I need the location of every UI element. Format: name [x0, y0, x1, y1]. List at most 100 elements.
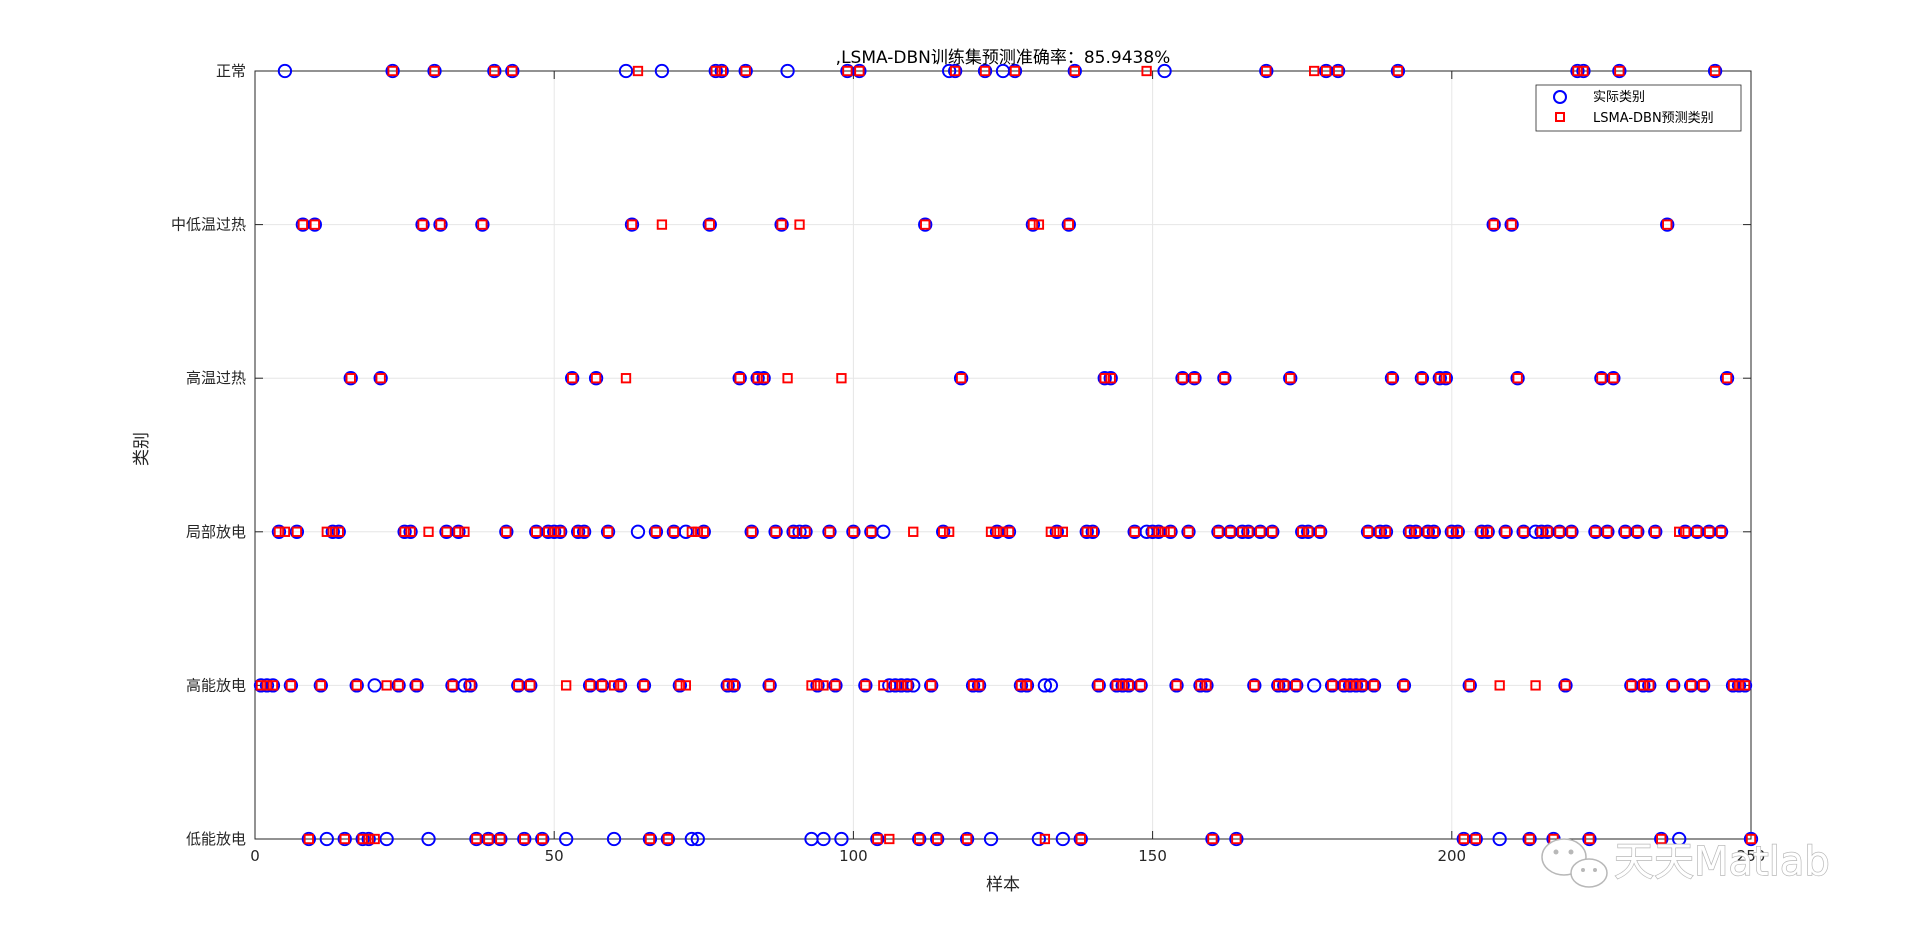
predicted-point [399, 526, 410, 537]
actual-point [1534, 524, 1549, 539]
predicted-point [1709, 65, 1721, 77]
actual-point [1390, 63, 1406, 79]
predicted-point [1644, 680, 1655, 691]
actual-point [1384, 371, 1400, 386]
actual-point [1055, 831, 1070, 847]
predicted-point [1626, 680, 1637, 691]
predicted-point [1045, 526, 1057, 537]
predicted-point [1207, 833, 1218, 845]
predicted-point [596, 680, 608, 691]
predicted-point [1572, 65, 1583, 77]
predicted-point [806, 680, 817, 691]
actual-point [1426, 524, 1441, 539]
predicted-point [1069, 65, 1080, 77]
actual-point [900, 678, 915, 693]
actual-point [822, 524, 837, 539]
predicted-point [860, 680, 871, 691]
predicted-point [1392, 65, 1404, 77]
predicted-point [632, 65, 644, 77]
predicted-point [776, 219, 787, 230]
actual-point [1522, 831, 1537, 847]
actual-point [624, 217, 640, 232]
predicted-point [1057, 526, 1068, 537]
predicted-point [770, 526, 781, 537]
actual-point [588, 371, 604, 386]
actual-point [1737, 678, 1753, 693]
predicted-point [1584, 833, 1595, 845]
actual-point [259, 678, 275, 693]
predicted-point [800, 526, 811, 537]
actual-point [702, 217, 717, 232]
predicted-point [1476, 526, 1487, 537]
predicted-point [884, 833, 895, 845]
actual-point [1187, 371, 1202, 386]
predicted-point [638, 680, 650, 691]
predicted-point [848, 526, 859, 537]
predicted-point [752, 373, 763, 384]
predicted-point [1297, 526, 1308, 537]
predicted-point [746, 526, 757, 537]
actual-point [1731, 678, 1747, 693]
actual-point [714, 63, 729, 79]
predicted-point [1440, 373, 1451, 384]
predicted-point [375, 373, 386, 384]
y-tick-label: 高温过热 [186, 369, 246, 387]
predicted-point [1213, 526, 1224, 537]
actual-point [1450, 524, 1465, 539]
predicted-point [932, 833, 943, 845]
predicted-point [662, 833, 674, 845]
actual-point [451, 524, 466, 539]
predicted-point [1422, 526, 1434, 537]
predicted-point [483, 833, 494, 845]
actual-point [654, 63, 670, 79]
predicted-point [788, 526, 799, 537]
predicted-point [1255, 526, 1266, 537]
actual-point [1695, 678, 1711, 693]
predicted-point [1686, 680, 1697, 691]
predicted-point [1237, 526, 1248, 537]
actual-point [600, 524, 616, 539]
predicted-point [943, 526, 955, 537]
actual-point [1169, 678, 1184, 693]
predicted-point [1578, 65, 1589, 77]
actual-point [774, 217, 789, 232]
actual-point [953, 371, 969, 386]
predicted-point [1482, 526, 1493, 537]
actual-point [283, 678, 299, 693]
predicted-point [1674, 526, 1685, 537]
actual-point [499, 524, 514, 539]
predicted-point [465, 680, 476, 691]
actual-point [475, 217, 490, 232]
y-tick-label: 正常 [216, 62, 246, 80]
predicted-point [728, 680, 739, 691]
actual-point [1462, 678, 1477, 693]
actual-point [738, 63, 753, 79]
plot-area-border [254, 70, 1752, 840]
predicted-point [626, 219, 638, 230]
actual-point [930, 831, 945, 847]
predicted-point [584, 680, 596, 691]
actual-point [576, 524, 592, 539]
predicted-point [369, 833, 380, 845]
actual-point [427, 63, 442, 79]
predicted-point [1494, 680, 1505, 691]
predicted-point [567, 373, 578, 384]
predicted-point [704, 219, 715, 230]
predicted-point [513, 680, 524, 691]
predicted-point [1380, 526, 1392, 537]
predicted-point [267, 680, 279, 691]
predicted-point [1165, 526, 1176, 537]
actual-point [349, 678, 364, 693]
actual-point [1205, 831, 1220, 847]
predicted-point [1662, 219, 1673, 230]
predicted-point [836, 373, 847, 384]
predicted-point [417, 219, 428, 230]
actual-point [547, 524, 562, 539]
actual-point [1372, 524, 1388, 539]
actual-point [1402, 524, 1418, 539]
predicted-point [1488, 219, 1499, 230]
actual-point [726, 678, 741, 693]
actual-point [1019, 678, 1035, 693]
actual-point [1265, 524, 1280, 539]
predicted-point [1189, 373, 1200, 384]
